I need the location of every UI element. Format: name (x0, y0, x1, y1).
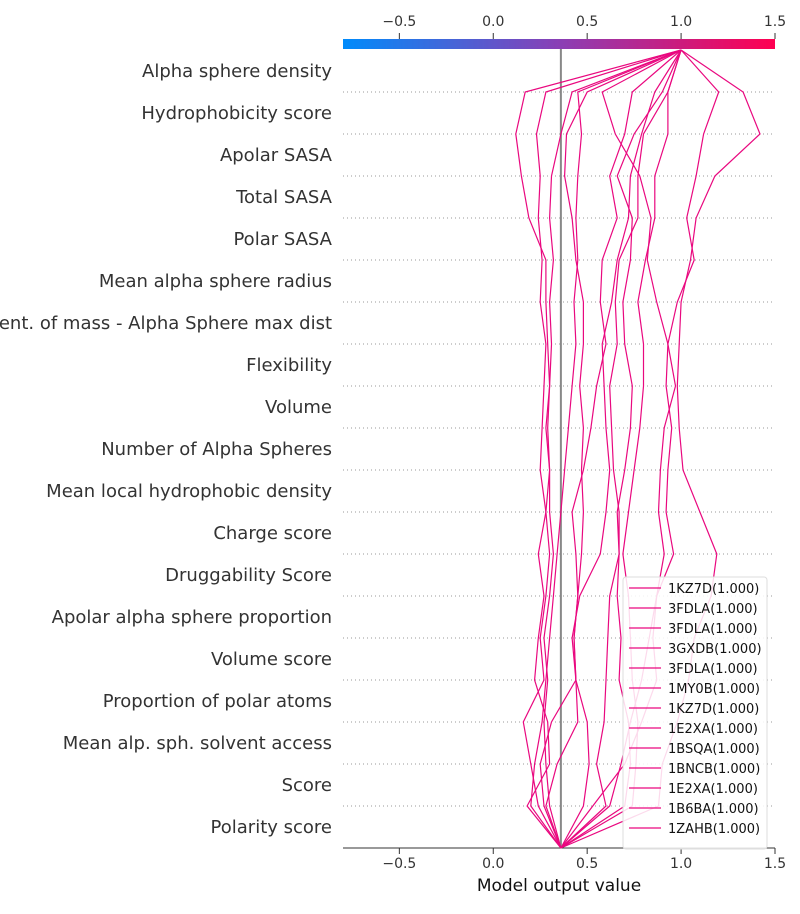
decision-line (539, 49, 682, 849)
legend: 1KZ7D(1.000) 3FDLA(1.000) 3FDLA(1.000) 3GXD… (622, 576, 768, 850)
feature-label: Alpha sphere density (142, 61, 332, 82)
colorbar (343, 39, 775, 49)
decision-line (515, 49, 682, 849)
feature-label: Mean alp. sph. solvent access (63, 733, 332, 754)
feature-label: Proportion of polar atoms (103, 691, 332, 712)
top-tick-label: −0.5 (382, 14, 416, 30)
decision-line (545, 49, 682, 849)
legend-label: 3GXDB(1.000) (668, 642, 762, 657)
feature-label: Cent. of mass - Alpha Sphere max dist (0, 313, 332, 334)
feature-label: Hydrophobicity score (141, 103, 332, 124)
legend-label: 1MY0B(1.000) (668, 682, 760, 697)
feature-label: Score (282, 775, 332, 796)
feature-label: Polarity score (211, 817, 332, 838)
bottom-tick-label: −0.5 (382, 856, 416, 872)
bottom-tick-label: 1.0 (670, 856, 692, 872)
feature-label: Mean local hydrophobic density (46, 481, 332, 502)
legend-label: 3FDLA(1.000) (668, 622, 758, 637)
legend-label: 3FDLA(1.000) (668, 662, 758, 677)
decision-line (526, 49, 682, 849)
feature-label: Apolar SASA (220, 145, 333, 166)
feature-label: Mean alpha sphere radius (99, 271, 332, 292)
x-axis-title: Model output value (477, 876, 641, 896)
top-tick-label: 0.0 (482, 14, 504, 30)
legend-label: 1E2XA(1.000) (668, 782, 758, 797)
legend-label: 1B6BA(1.000) (668, 802, 759, 817)
decision-line (543, 49, 682, 849)
decision-line (560, 49, 682, 849)
feature-label: Number of Alpha Spheres (101, 439, 332, 460)
legend-box (622, 576, 768, 850)
bottom-axis: −0.5 0.0 0.5 1.0 1.5 (343, 847, 786, 872)
feature-label: Polar SASA (233, 229, 332, 250)
feature-label: Total SASA (235, 187, 333, 208)
decision-line (530, 49, 682, 849)
legend-label: 1BNCB(1.000) (668, 762, 760, 777)
legend-label: 1KZ7D(1.000) (668, 702, 759, 717)
legend-label: 1E2XA(1.000) (668, 722, 758, 737)
feature-label: Apolar alpha sphere proportion (52, 607, 332, 628)
feature-label: Volume score (211, 649, 332, 670)
decision-line (560, 49, 682, 849)
legend-label: 1BSQA(1.000) (668, 742, 760, 757)
top-axis: −0.5 0.0 0.5 1.0 1.5 (382, 14, 786, 39)
top-tick-label: 0.5 (576, 14, 598, 30)
bottom-tick-label: 0.0 (482, 856, 504, 872)
bottom-tick-label: 1.5 (764, 856, 786, 872)
feature-label: Druggability Score (165, 565, 332, 586)
feature-label: Charge score (213, 523, 332, 544)
feature-label: Flexibility (246, 355, 332, 376)
feature-label: Volume (265, 397, 332, 418)
legend-label: 3FDLA(1.000) (668, 602, 758, 617)
top-tick-label: 1.5 (764, 14, 786, 30)
bottom-tick-label: 0.5 (576, 856, 598, 872)
legend-label: 1KZ7D(1.000) (668, 582, 759, 597)
legend-label: 1ZAHB(1.000) (668, 822, 760, 837)
feature-labels: Alpha sphere density Hydrophobicity score… (0, 61, 333, 838)
top-tick-label: 1.0 (670, 14, 692, 30)
